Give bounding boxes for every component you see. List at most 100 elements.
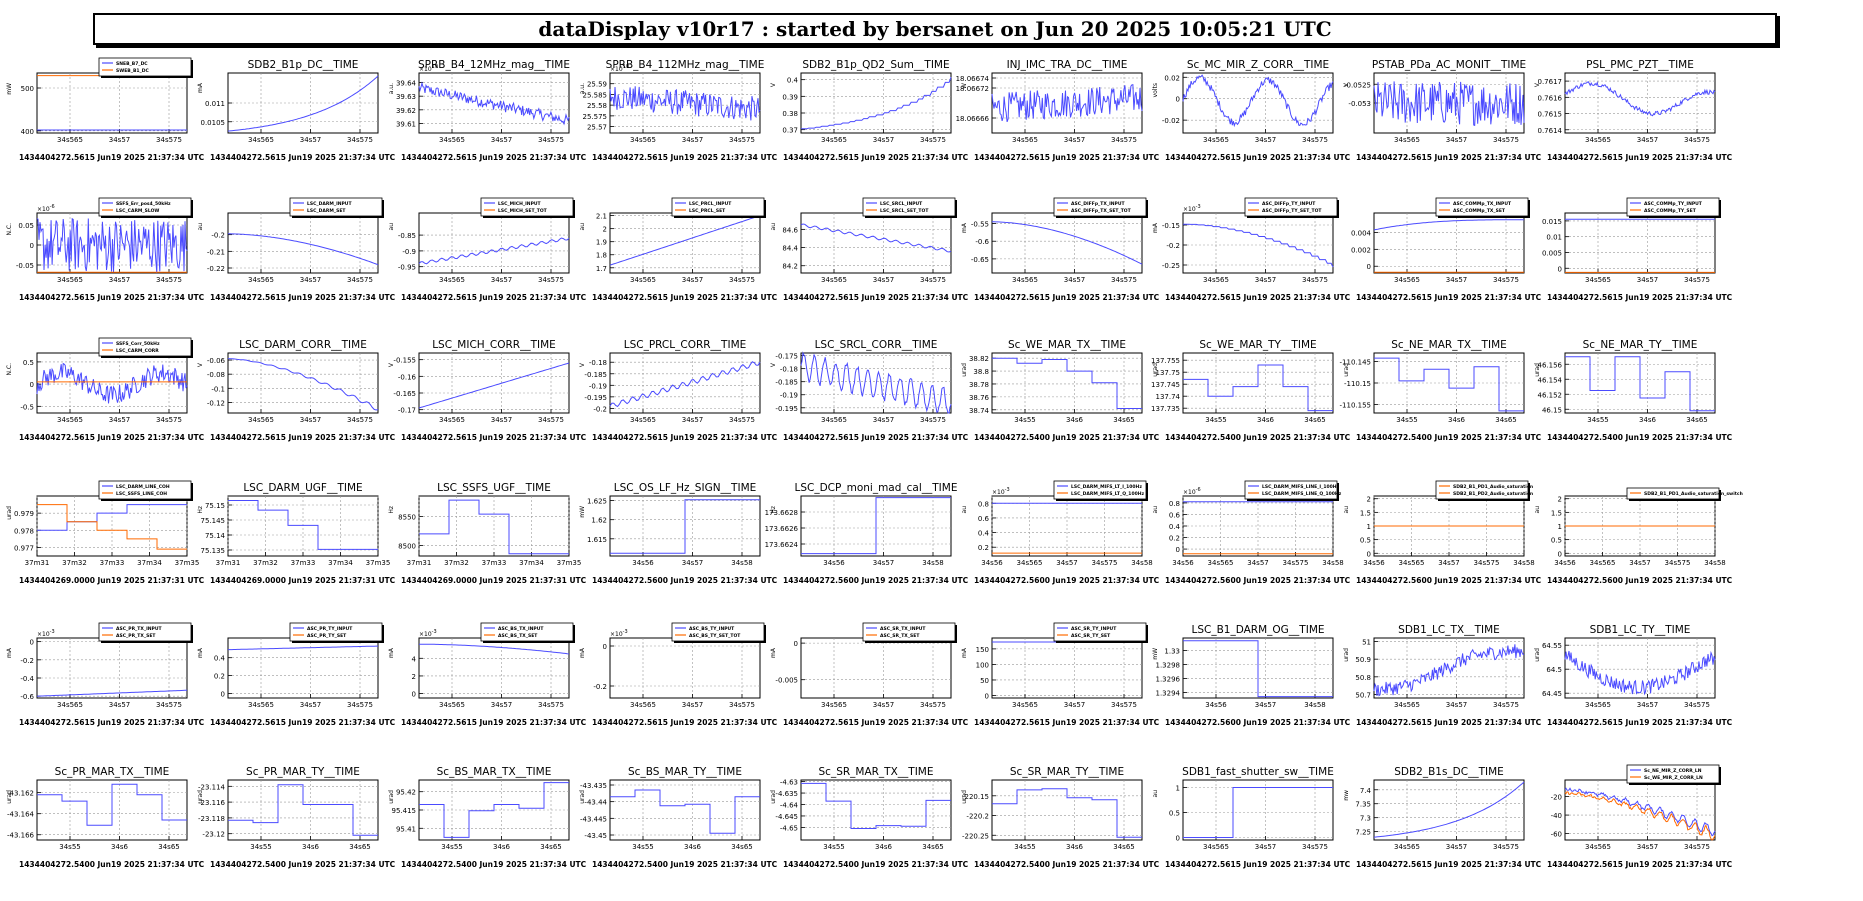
chart-footer-timestamp: 1434404269.0000 Jun19 2025 21:37:31 UTC — [210, 576, 396, 585]
x-tick-label: 34s55 — [1396, 416, 1417, 424]
series-line — [1373, 81, 1525, 127]
chart-panel: -0.17 -0.165 -0.16 -0.155 34s565 34s57 34s575 L… — [388, 339, 587, 442]
chart-panel: 38.74 38.76 38.78 38.8 38.82 34s55 34s6 34s65 Sc… — [961, 339, 1160, 442]
legend-label: SSFS_Err_pos4_50kHz — [116, 201, 171, 207]
series-line — [228, 645, 378, 651]
plot-frame — [800, 637, 952, 699]
legend-label: LSC_DARM_SET — [307, 208, 346, 214]
y-tick-label: 50.7 — [1355, 691, 1371, 699]
plot-frame — [418, 72, 570, 134]
x-tick-label: 34s57 — [1637, 136, 1658, 144]
series-line — [1183, 223, 1334, 268]
plot-frame — [800, 212, 952, 274]
x-tick-label: 34s55 — [632, 843, 653, 851]
series-line — [228, 233, 379, 266]
y-axis-title: V — [770, 82, 777, 87]
chart-panel: 0 50 100 150 34s565 34s57 34s575 mA ASC_SR_TY_IN… — [961, 622, 1160, 727]
chart-title: SPRB_B4_112MHz_mag__TIME — [606, 59, 765, 71]
y-tick-label: 0.4 — [1169, 523, 1181, 531]
x-tick-label: 34s55 — [59, 843, 80, 851]
chart-footer-timestamp: 1434404272.5615 Jun19 2025 21:37:34 UTC — [19, 153, 205, 162]
chart-panel: -220.25 -220.2 -220.15 34s55 34s6 34s65 Sc_SR_… — [961, 766, 1160, 869]
y-tick-label: -43.45 — [584, 832, 607, 840]
chart-panel: -60 -40 -20 34s565 34s57 34s575 Sc_NE_MIR_Z_CO… — [1547, 764, 1733, 869]
y-tick-label: -0.16 — [398, 373, 417, 381]
x-tick-label: 34s57 — [873, 276, 894, 284]
chart-title: SPRB_B4_12MHz_mag__TIME — [418, 59, 570, 71]
x-tick-label: 34s57 — [491, 136, 512, 144]
chart-panel: 0.0105 0.011 34s565 34s57 34s575 SDB2_B1p_DC_… — [197, 59, 396, 162]
chart-title: Sc_PR_MAR_TY__TIME — [246, 766, 360, 778]
series-line — [36, 689, 187, 697]
chart-title: Sc_PR_MAR_TX__TIME — [55, 766, 170, 778]
y-tick-label: -0.1 — [211, 385, 225, 393]
y-tick-label: 1 — [1558, 523, 1562, 531]
plot-frame — [227, 352, 379, 414]
x-tick-label: 37m33 — [482, 559, 507, 567]
y-tick-label: -110.145 — [1340, 359, 1371, 367]
y-axis-title: N.C. — [6, 223, 13, 236]
series-line — [36, 217, 188, 273]
y-exponent-power: -3 — [1005, 487, 1010, 493]
x-tick-label: 34s565 — [1394, 136, 1420, 144]
chart-footer-timestamp: 1434404272.5615 Jun19 2025 21:37:34 UTC — [1165, 293, 1351, 302]
y-tick-label: -4.63 — [780, 779, 798, 787]
y-tick-label: 0.002 — [1351, 246, 1371, 254]
legend-label: SDB2_B1_PD1_Audio_saturation — [1453, 484, 1533, 490]
legend-label: ASC_BS_TY_INPUT — [689, 626, 735, 632]
x-tick-label: 34s565 — [1017, 559, 1043, 567]
plot-frame — [1373, 779, 1525, 841]
y-tick-label: -4.64 — [780, 802, 799, 810]
chart-panel: 0 2 4 34s565 34s57 34s575 mA ×10-3 ASC_BS_TX_INP… — [388, 622, 587, 727]
series-line — [419, 499, 569, 555]
chart-footer-timestamp: 1434404272.5615 Jun19 2025 21:37:34 UTC — [783, 293, 969, 302]
y-tick-label: 38.8 — [973, 368, 989, 376]
x-tick-label: 34s575 — [538, 136, 564, 144]
chart-footer-timestamp: 1434404272.5615 Jun19 2025 21:37:34 UTC — [783, 718, 969, 727]
x-tick-label: 34s57 — [1446, 276, 1467, 284]
y-exponent-power: -6 — [50, 204, 55, 210]
x-tick-label: 34s565 — [1203, 276, 1229, 284]
x-tick-label: 34s575 — [1302, 843, 1328, 851]
chart-panel: -0.95 -0.9 -0.85 34s565 34s57 34s575 au LSC_MIC… — [388, 197, 587, 302]
x-tick-label: 34s565 — [248, 136, 274, 144]
x-tick-label: 34s575 — [1493, 843, 1519, 851]
y-tick-label: 1.5 — [1360, 509, 1371, 517]
x-tick-label: 34s575 — [1493, 276, 1519, 284]
chart-panel: 0 0.002 0.004 34s565 34s57 34s575 ASC_COMMp_TX… — [1351, 197, 1542, 302]
y-axis-title: W — [961, 83, 968, 89]
y-tick-label: 84.4 — [782, 245, 798, 253]
y-tick-label: 18.06674 — [956, 75, 990, 83]
chart-footer-timestamp: 1434404272.5400 Jun19 2025 21:37:34 UTC — [210, 860, 396, 869]
y-tick-label: -4.645 — [775, 813, 798, 821]
x-tick-label: 34s565 — [57, 701, 83, 709]
x-tick-label: 34s65 — [1495, 416, 1516, 424]
chart-panel: 1.615 1.62 1.625 34s56 34s57 34s58 LSC_OS_LF_H… — [579, 482, 778, 585]
chart-title: LSC_SRCL_CORR__TIME — [815, 339, 938, 351]
y-tick-label: 50.8 — [1355, 674, 1371, 682]
series-line — [418, 81, 570, 126]
x-tick-label: 34s58 — [1304, 701, 1325, 709]
legend-box — [671, 622, 765, 642]
chart-title: Sc_MC_MIR_Z_CORR__TIME — [1187, 59, 1329, 71]
chart-footer-timestamp: 1434404272.5400 Jun19 2025 21:37:34 UTC — [783, 860, 969, 869]
x-tick-label: 34s575 — [156, 416, 182, 424]
x-tick-label: 34s56 — [1205, 701, 1227, 709]
y-tick-label: 25.59 — [587, 81, 607, 89]
legend-label: LSC_SRCL_SET_TOT — [880, 208, 929, 214]
series-line — [1373, 781, 1525, 838]
chart-panel: -43.166 -43.164 -43.162 34s55 34s6 34s65 Sc_PR… — [6, 766, 205, 869]
x-tick-label: 37m33 — [100, 559, 125, 567]
y-tick-label: 0.5 — [23, 359, 34, 367]
y-tick-label: 0 — [1558, 265, 1562, 273]
x-tick-label: 34s565 — [439, 136, 465, 144]
x-tick-label: 34s57 — [1446, 701, 1467, 709]
y-tick-label: 39.63 — [396, 93, 416, 101]
series-line — [228, 500, 378, 550]
legend-box — [98, 197, 192, 217]
legend-label: LSC_PRCL_SET — [689, 208, 726, 214]
legend-label: ASC_BS_TX_INPUT — [498, 626, 544, 632]
x-tick-label: 37m34 — [519, 559, 544, 567]
x-tick-label: 34s575 — [1684, 701, 1710, 709]
y-tick-label: 1.625 — [587, 498, 607, 506]
